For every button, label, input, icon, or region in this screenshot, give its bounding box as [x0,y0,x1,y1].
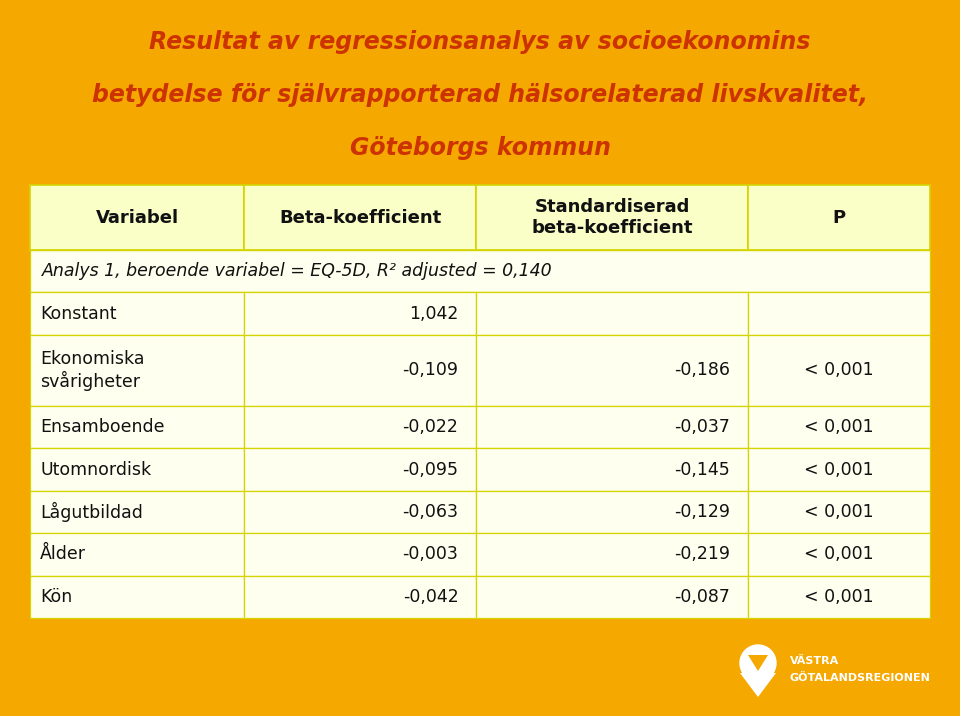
Bar [244,448,476,491]
Bar [244,292,476,335]
Text: Ensamboende: Ensamboende [40,418,164,436]
Text: < 0,001: < 0,001 [804,588,874,606]
Bar [244,533,476,576]
Bar [244,185,476,250]
Polygon shape [740,673,776,697]
Text: 1,042: 1,042 [409,304,459,323]
Bar [476,335,748,406]
Text: Ekonomiska
svårigheter: Ekonomiska svårigheter [40,350,145,391]
Bar [748,292,930,335]
Text: -0,129: -0,129 [674,503,731,521]
Text: Konstant: Konstant [40,304,116,323]
Bar [476,533,748,576]
Text: -0,063: -0,063 [402,503,459,521]
Text: -0,037: -0,037 [674,418,731,436]
Text: GÖTALANDSREGIONEN: GÖTALANDSREGIONEN [790,673,931,683]
Bar [748,335,930,406]
Text: -0,095: -0,095 [402,460,459,479]
Text: Analys 1, beroende variabel = EQ-5D, R² adjusted = 0,140: Analys 1, beroende variabel = EQ-5D, R² … [42,262,553,280]
Bar [476,185,748,250]
Text: -0,109: -0,109 [402,362,459,379]
Bar [30,185,244,250]
Bar [476,406,748,448]
Bar [748,448,930,491]
Text: Ålder: Ålder [40,546,86,563]
Bar [244,406,476,448]
Bar [748,185,930,250]
Bar [30,292,244,335]
Bar [748,491,930,533]
Bar [30,576,244,618]
Bar [30,491,244,533]
Text: betydelse för självrapporterad hälsorelaterad livskvalitet,: betydelse för självrapporterad hälsorela… [92,83,868,107]
Bar [30,533,244,576]
Bar [30,448,244,491]
Text: Standardiserad
beta-koefficient: Standardiserad beta-koefficient [532,198,693,237]
Text: -0,145: -0,145 [675,460,731,479]
Text: < 0,001: < 0,001 [804,546,874,563]
Text: Lågutbildad: Lågutbildad [40,502,143,522]
Text: P: P [832,208,846,226]
Text: < 0,001: < 0,001 [804,418,874,436]
Text: -0,219: -0,219 [674,546,731,563]
Bar [30,335,244,406]
Text: Beta-koefficient: Beta-koefficient [279,208,442,226]
Text: < 0,001: < 0,001 [804,460,874,479]
Bar [244,576,476,618]
Text: -0,003: -0,003 [402,546,459,563]
Bar [30,250,930,292]
Bar [30,406,244,448]
Text: Göteborgs kommun: Göteborgs kommun [349,136,611,160]
Text: Resultat av regressionsanalys av socioekonomins: Resultat av regressionsanalys av socioek… [149,30,811,54]
Bar [476,292,748,335]
Polygon shape [748,655,768,671]
Bar [748,576,930,618]
Circle shape [740,645,776,681]
Text: Variabel: Variabel [96,208,179,226]
Bar [244,335,476,406]
Text: -0,186: -0,186 [674,362,731,379]
Text: -0,087: -0,087 [674,588,731,606]
Text: -0,022: -0,022 [402,418,459,436]
Text: < 0,001: < 0,001 [804,503,874,521]
Bar [748,406,930,448]
Bar [244,491,476,533]
Text: Kön: Kön [40,588,72,606]
Bar [476,576,748,618]
Text: < 0,001: < 0,001 [804,362,874,379]
Text: -0,042: -0,042 [402,588,459,606]
Text: Utomnordisk: Utomnordisk [40,460,151,479]
Text: VÄSTRA: VÄSTRA [790,656,839,666]
Bar [748,533,930,576]
Bar [476,448,748,491]
Bar [476,491,748,533]
